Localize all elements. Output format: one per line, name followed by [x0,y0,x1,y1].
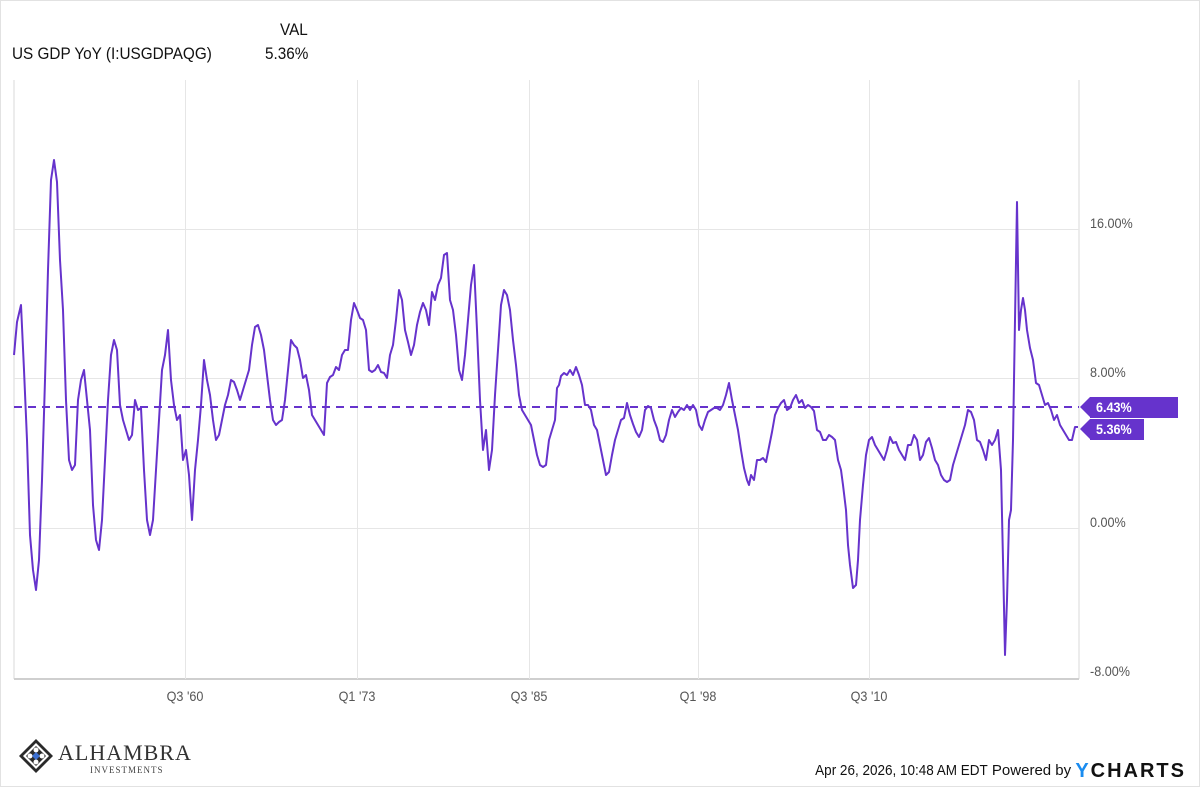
y-tick-8: 8.00% [1090,364,1126,380]
legend-series-name[interactable]: US GDP YoY (I:USGDPAQG) [12,44,212,63]
logo-name: ALHAMBRA [58,740,192,765]
x-tick-q3-85: Q3 '85 [510,688,548,704]
last-value-flag-label: 5.36% [1096,421,1132,437]
logo-sub: INVESTMENTS [90,765,164,775]
alhambra-diamond-icon [19,739,53,773]
average-flag: 6.43% AVG [1080,397,1178,436]
y-gridlines [14,229,1079,529]
gdp-yoy-line[interactable] [13,159,1078,656]
y-tick-0: 0.00% [1090,514,1126,530]
footer: Apr 26, 2026, 10:48 AM EDT Powered by YC… [796,760,1186,783]
x-tick-q1-73: Q1 '73 [338,688,376,704]
alhambra-logo: ALHAMBRA INVESTMENTS [18,738,191,778]
x-tick-q3-60: Q3 '60 [166,688,204,704]
ycharts-logo-y: Y [1075,760,1091,782]
powered-by-label: Powered by [991,762,1072,779]
y-tick-16: 16.00% [1090,215,1133,231]
x-tick-q1-98: Q1 '98 [679,688,717,704]
timestamp: Apr 26, 2026, 10:48 AM EDT [815,762,988,779]
legend-series-value: 5.36% [265,44,309,63]
ycharts-logo-rest: CHARTS [1090,760,1186,782]
ycharts-logo[interactable]: YCHARTS [1075,760,1186,782]
legend-column-header: VAL [280,20,308,39]
x-tick-q3-10: Q3 '10 [850,688,888,704]
y-tick-neg8: -8.00% [1090,663,1130,679]
last-value-flag: 5.36% [1080,419,1144,440]
x-gridlines [185,80,870,679]
